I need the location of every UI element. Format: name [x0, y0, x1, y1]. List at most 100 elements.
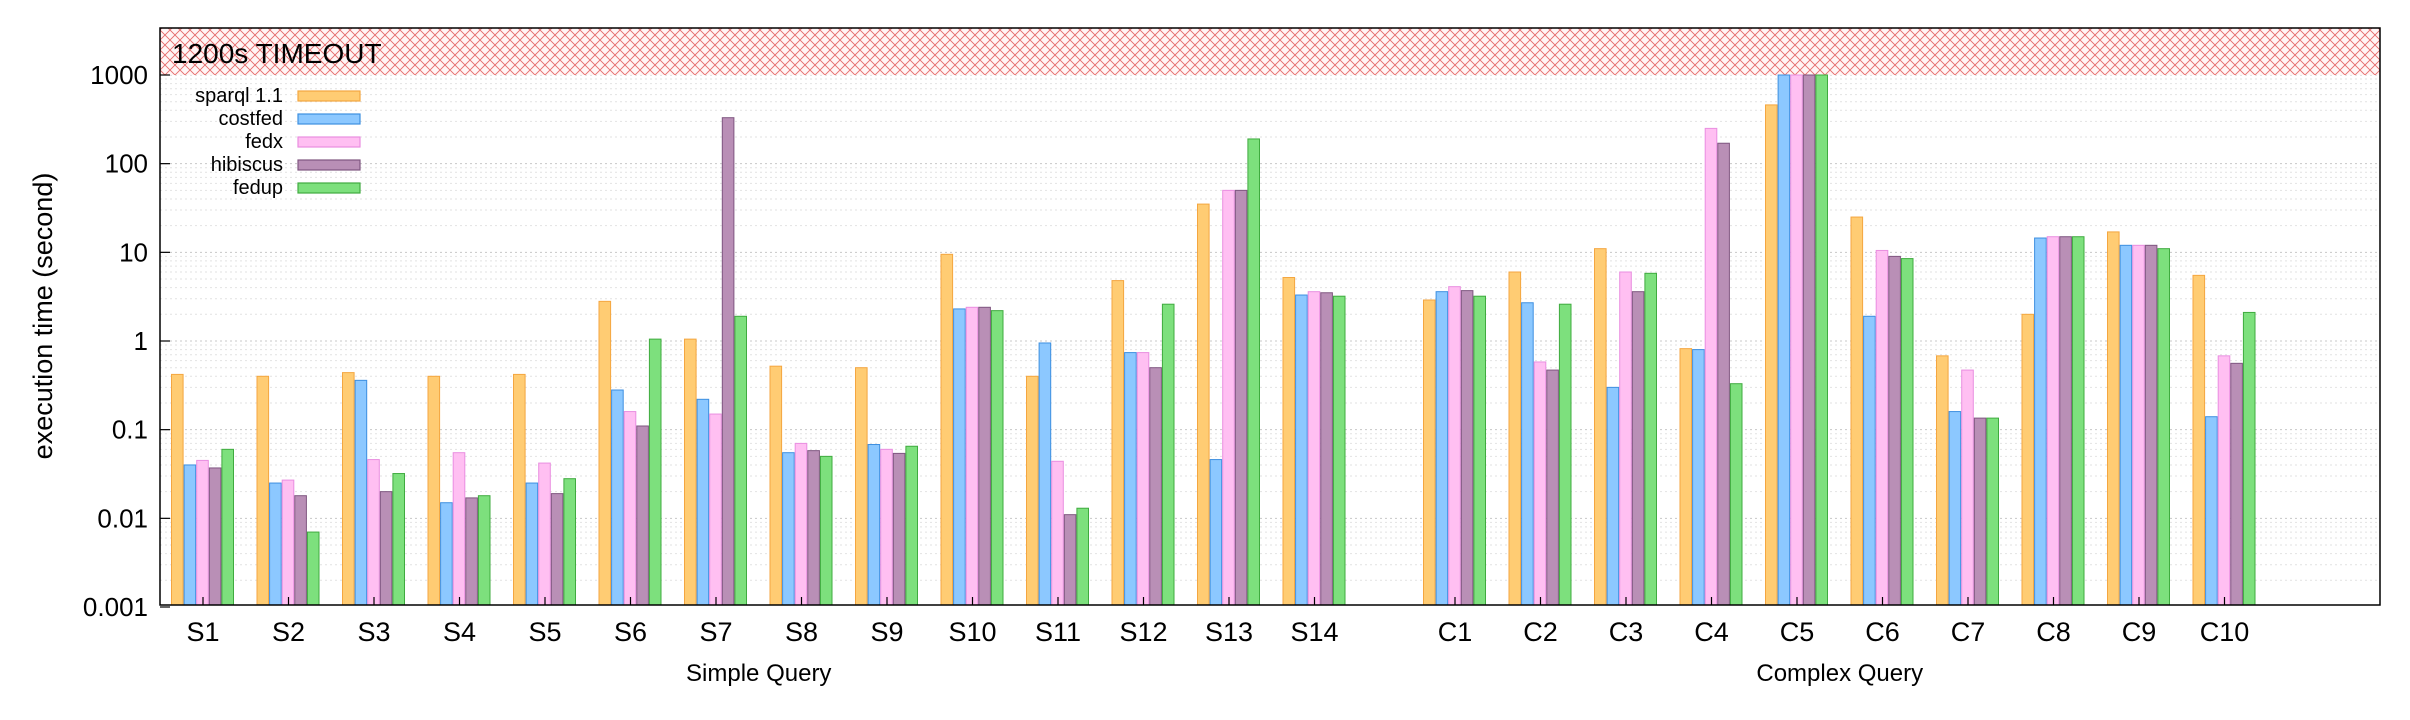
bar-s14-costfed [1295, 294, 1308, 606]
bar-c4-costfed [1692, 349, 1705, 606]
x-tick-label: C7 [1951, 617, 1986, 647]
bar-s2-sparql-1-1 [256, 375, 270, 606]
y-tick-label: 100 [105, 149, 148, 179]
x-group-label: Simple Query [686, 660, 831, 687]
bar-s4-hibiscus [465, 497, 478, 606]
bar-s1-fedx [196, 459, 209, 606]
legend-swatch [297, 159, 361, 171]
bar-c5-sparql-1-1 [1765, 104, 1778, 606]
bar-s13-hibiscus [1234, 189, 1248, 606]
timeout-band [160, 28, 2380, 75]
bar-s6-hibiscus [636, 425, 649, 606]
bar-s3-costfed [354, 379, 368, 606]
x-tick-label: S5 [528, 617, 561, 647]
y-tick-label: 0.01 [97, 503, 148, 533]
x-tick-label: C1 [1438, 617, 1473, 647]
legend-label: hibiscus [211, 154, 283, 176]
bar-s12-hibiscus [1149, 367, 1162, 606]
bar-s2-costfed [269, 482, 282, 606]
bar-s14-fedup [1332, 295, 1346, 606]
bar-c7-hibiscus [1973, 417, 1987, 606]
legend-label: sparql 1.1 [195, 85, 283, 107]
bar-c9-fedx [2132, 244, 2145, 606]
bar-c4-fedup [1729, 383, 1743, 606]
bar-c6-costfed [1863, 315, 1876, 606]
bar-c1-costfed [1435, 291, 1449, 606]
bars [171, 74, 2256, 606]
bar-c10-fedup [2242, 311, 2256, 606]
bar-c3-sparql-1-1 [1594, 248, 1607, 606]
bar-c5-fedx [1790, 74, 1803, 606]
y-tick-label: 0.1 [112, 415, 148, 445]
bar-s7-fedx [709, 413, 722, 606]
bar-s6-costfed [611, 389, 624, 606]
x-tick-label: C5 [1780, 617, 1815, 647]
bar-c5-fedup [1815, 74, 1829, 606]
x-tick-label: C4 [1694, 617, 1729, 647]
bar-s7-costfed [696, 398, 710, 606]
bar-s5-hibiscus [550, 493, 564, 606]
y-axis-label: execution time (second) [28, 173, 58, 460]
legend-swatch [297, 182, 361, 194]
bar-s9-hibiscus [892, 452, 906, 606]
timeout-label: 1200s TIMEOUT [172, 38, 382, 69]
x-tick-label: S9 [870, 617, 903, 647]
bar-s1-hibiscus [208, 467, 222, 606]
bar-s4-costfed [440, 502, 453, 606]
bar-s2-fedx [281, 479, 295, 606]
bar-c10-costfed [2205, 416, 2218, 606]
bar-s9-fedup [905, 445, 919, 606]
bar-s10-costfed [953, 308, 966, 606]
bar-c8-hibiscus [2059, 236, 2072, 606]
x-tick-label: S4 [443, 617, 476, 647]
bar-s7-hibiscus [721, 117, 735, 606]
bar-s8-sparql-1-1 [769, 365, 783, 606]
bar-s6-fedx [623, 411, 637, 606]
bar-s13-fedup [1247, 138, 1261, 606]
y-tick-label: 1 [134, 326, 148, 356]
x-tick-label: C3 [1609, 617, 1644, 647]
x-tick-label: S2 [272, 617, 305, 647]
bar-s8-costfed [782, 452, 795, 606]
bar-c1-hibiscus [1460, 290, 1474, 606]
bar-c2-sparql-1-1 [1508, 271, 1522, 606]
bar-c9-hibiscus [2144, 244, 2158, 606]
x-tick-label: S3 [357, 617, 390, 647]
bar-s3-hibiscus [379, 491, 393, 606]
bar-s12-sparql-1-1 [1111, 280, 1125, 606]
x-tick-label: S8 [785, 617, 818, 647]
bar-s5-costfed [525, 482, 539, 606]
bar-s12-costfed [1124, 352, 1137, 606]
bar-s13-sparql-1-1 [1197, 203, 1210, 606]
bar-c6-sparql-1-1 [1850, 216, 1864, 606]
legend-label: fedx [245, 131, 283, 153]
bar-s8-fedx [794, 442, 808, 606]
x-tick-label: S6 [614, 617, 647, 647]
bar-s1-sparql-1-1 [171, 373, 184, 606]
bar-c9-sparql-1-1 [2107, 231, 2120, 606]
bar-c10-fedx [2217, 355, 2231, 606]
bar-s3-fedx [367, 459, 380, 606]
bar-s9-costfed [867, 444, 881, 606]
bar-s10-fedup [990, 310, 1004, 606]
bar-s4-sparql-1-1 [427, 375, 441, 606]
x-axis-ticks: S1 S2 S3 S4 S5 S6 S7 S8 S9 S10 S11 S12 S13 S14 Simple … [186, 597, 2249, 687]
x-tick-label: S7 [699, 617, 732, 647]
bar-s14-sparql-1-1 [1282, 277, 1296, 606]
bar-s11-costfed [1038, 342, 1052, 606]
bar-c7-fedx [1961, 369, 1974, 606]
bar-s9-sparql-1-1 [855, 367, 868, 606]
bar-c6-fedx [1875, 249, 1889, 606]
bar-c3-costfed [1606, 386, 1620, 606]
bar-c7-sparql-1-1 [1936, 355, 1949, 606]
bar-c2-fedx [1533, 361, 1547, 606]
bar-s14-fedx [1307, 291, 1321, 606]
bar-s7-sparql-1-1 [684, 338, 697, 606]
bar-s8-hibiscus [807, 450, 820, 606]
bar-s13-fedx [1222, 189, 1235, 606]
bar-c3-fedx [1619, 271, 1632, 606]
bar-c1-fedx [1448, 286, 1461, 606]
bar-c8-fedx [2046, 236, 2060, 606]
bar-c1-fedup [1473, 295, 1487, 606]
